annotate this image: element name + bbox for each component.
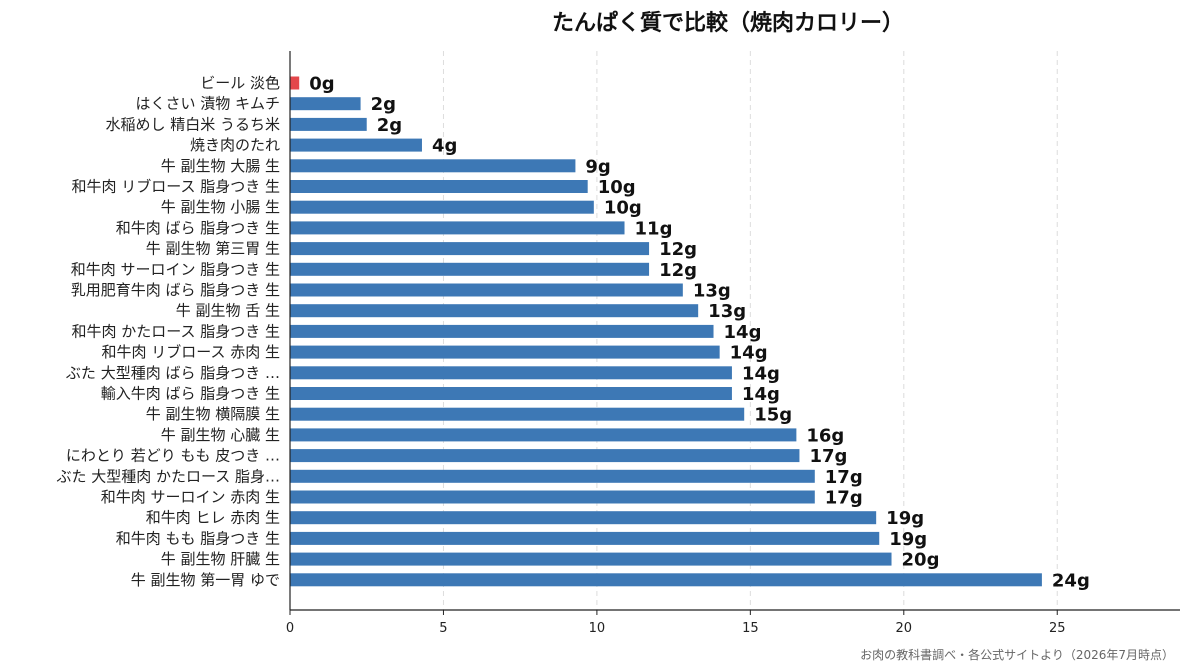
category-label: 乳用肥育牛肉 ばら 脂身つき 生 [71, 281, 280, 299]
bar [290, 407, 745, 421]
category-label: 牛 副生物 大腸 生 [161, 157, 280, 175]
category-label: 牛 副生物 小腸 生 [161, 198, 280, 216]
bar [290, 387, 732, 400]
value-label: 17g [825, 467, 863, 488]
bar [290, 449, 800, 463]
value-label: 24g [1052, 570, 1090, 591]
bar [290, 573, 1042, 587]
x-tick-label: 25 [1049, 621, 1066, 636]
x-tick-label: 0 [286, 621, 294, 636]
value-label: 14g [742, 384, 780, 405]
value-label: 19g [889, 529, 927, 550]
value-label: 17g [825, 488, 863, 509]
category-label: 和牛肉 ヒレ 赤肉 生 [146, 509, 280, 527]
bar [290, 221, 625, 235]
bar [290, 76, 300, 90]
category-label: 和牛肉 もも 脂身つき 生 [116, 529, 280, 547]
category-label: 和牛肉 リブロース 脂身つき 生 [71, 178, 280, 196]
chart-title: たんぱく質で比較（焼肉カロリー） [552, 10, 904, 36]
value-label: 12g [659, 260, 697, 281]
bar [290, 117, 367, 131]
value-label: 9g [585, 156, 610, 177]
bar [290, 180, 588, 193]
category-label: 牛 副生物 横隔膜 生 [146, 405, 280, 423]
source-note: お肉の教科書調べ・各公式サイトより（2026年7月時点） [860, 647, 1174, 662]
value-label: 14g [730, 343, 768, 364]
value-label: 14g [724, 322, 762, 343]
bar [290, 531, 880, 545]
category-label: 牛 副生物 舌 生 [176, 302, 280, 320]
bar [290, 366, 732, 380]
axes: 0 5 10 15 20 25 [286, 51, 1180, 636]
category-label: 和牛肉 サーロイン 赤肉 生 [101, 488, 280, 506]
value-label: 10g [598, 177, 636, 198]
value-label: 14g [742, 363, 780, 384]
bar [290, 159, 576, 173]
bar [290, 552, 892, 566]
value-label: 4g [432, 136, 457, 157]
value-label: 13g [708, 301, 746, 322]
category-label: 輸入牛肉 ばら 脂身つき 生 [101, 385, 280, 403]
category-label: 牛 副生物 肝臓 生 [161, 550, 280, 568]
value-label: 10g [604, 198, 642, 219]
value-label: 16g [806, 425, 844, 446]
category-label: はくさい 漬物 キムチ [135, 95, 280, 113]
bars [290, 76, 1042, 587]
category-label: 水稲めし 精白米 うるち米 [105, 115, 280, 133]
category-label: ぶた 大型種肉 かたロース 脂身… [56, 467, 280, 485]
category-label: にわとり 若どり もも 皮つき … [66, 447, 280, 465]
value-label: 12g [659, 239, 697, 260]
value-labels: 0g2g2g4g9g10g10g11g12g12g13g13g14g14g14g… [309, 74, 1090, 592]
value-label: 15g [754, 405, 792, 426]
x-tick-label: 10 [589, 621, 606, 636]
bar [290, 511, 877, 525]
x-tick-label: 5 [439, 621, 447, 636]
bar [290, 304, 699, 318]
category-label: 牛 副生物 心臓 生 [161, 426, 280, 444]
value-label: 2g [371, 94, 396, 115]
category-label: ビール 淡色 [200, 74, 280, 92]
bar [290, 242, 650, 256]
bar [290, 324, 714, 338]
value-label: 17g [809, 446, 847, 467]
category-label: 和牛肉 かたロース 脂身つき 生 [71, 322, 280, 340]
bar [290, 345, 720, 359]
bar [290, 138, 422, 152]
category-label: 焼き肉のたれ [190, 136, 280, 154]
value-label: 11g [635, 218, 673, 239]
bar [290, 97, 361, 111]
value-label: 13g [693, 281, 731, 302]
bar [290, 428, 797, 442]
bar [290, 200, 594, 214]
value-label: 0g [309, 74, 334, 95]
value-label: 20g [902, 550, 940, 571]
category-label: ぶた 大型種肉 ばら 脂身つき … [66, 364, 280, 382]
category-label: 牛 副生物 第一胃 ゆで [131, 571, 280, 589]
x-tick-label: 20 [896, 621, 913, 636]
bar [290, 490, 815, 504]
bar [290, 262, 650, 276]
category-label: 和牛肉 サーロイン 脂身つき 生 [71, 260, 280, 278]
value-label: 19g [886, 508, 924, 529]
x-tick-label: 15 [742, 621, 759, 636]
category-label: 牛 副生物 第三胃 生 [146, 240, 280, 258]
value-label: 2g [377, 115, 402, 136]
category-label: 和牛肉 ばら 脂身つき 生 [116, 219, 280, 237]
bar [290, 469, 815, 483]
bar [290, 283, 683, 297]
category-label: 和牛肉 リブロース 赤肉 生 [101, 343, 280, 361]
